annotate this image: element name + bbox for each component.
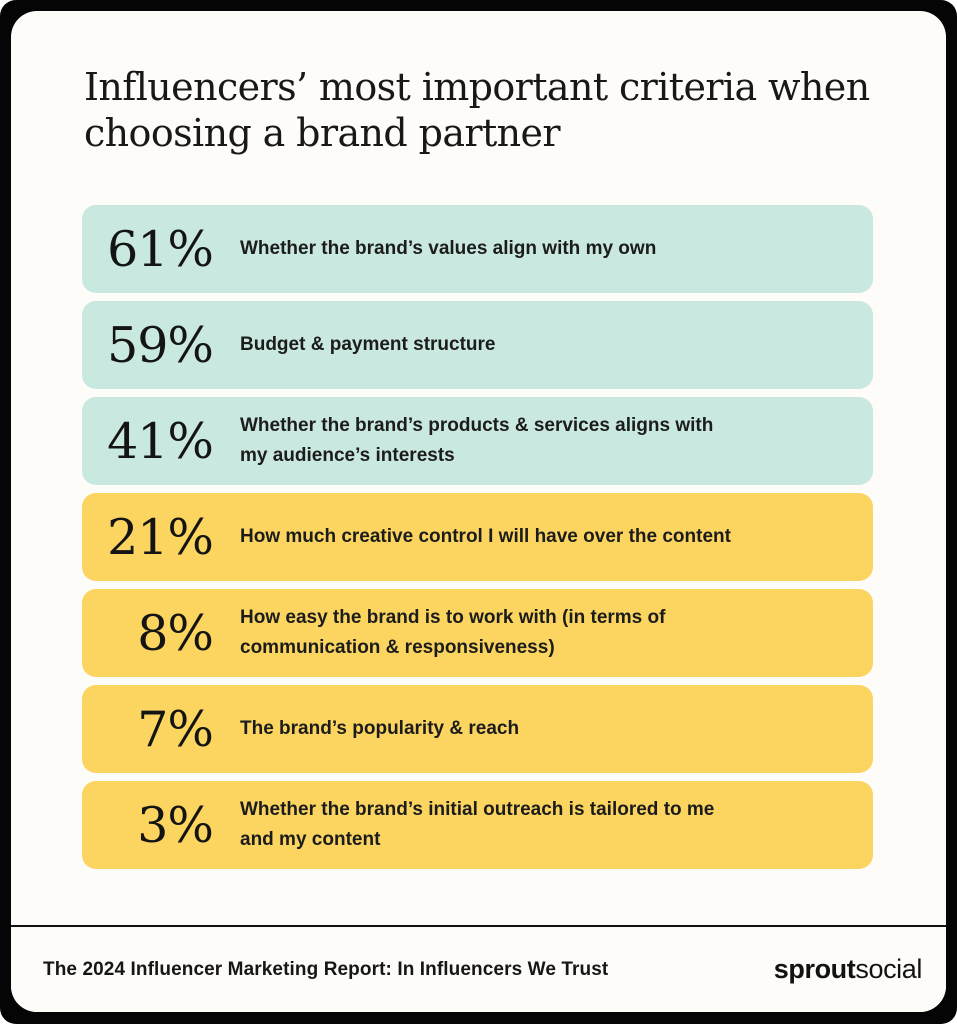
criteria-label: Whether the brand’s values align with my… xyxy=(240,238,657,259)
criteria-list: 61% Whether the brand’s values align wit… xyxy=(82,205,873,877)
percentage-value: 59% xyxy=(107,316,214,374)
footer: The 2024 Influencer Marketing Report: In… xyxy=(11,925,946,1012)
logo-text-sprout: sprout xyxy=(773,954,856,984)
percentage-value: 61% xyxy=(107,220,214,278)
criteria-label: Whether the brand’s initial outreach is … xyxy=(240,799,715,850)
criteria-row: 61% Whether the brand’s values align wit… xyxy=(82,205,873,293)
percentage-value: 21% xyxy=(107,508,214,566)
logo-text-social: social xyxy=(855,954,922,984)
criteria-label: How easy the brand is to work with (in t… xyxy=(240,607,666,658)
criteria-row: 7% The brand’s popularity & reach xyxy=(82,685,873,773)
criteria-row: 8% How easy the brand is to work with (i… xyxy=(82,589,873,677)
criteria-row: 41% Whether the brand’s products & servi… xyxy=(82,397,873,485)
percentage-value: 41% xyxy=(107,412,214,470)
sproutsocial-logo: sprout social xyxy=(773,954,923,985)
criteria-row: 3% Whether the brand’s initial outreach … xyxy=(82,781,873,869)
criteria-label: How much creative control I will have ov… xyxy=(240,526,731,547)
criteria-label: Whether the brand’s products & services … xyxy=(240,415,714,466)
percentage-value: 3% xyxy=(137,796,214,854)
criteria-row: 21% How much creative control I will hav… xyxy=(82,493,873,581)
infographic-card: Influencers’ most important criteria whe… xyxy=(11,11,946,1012)
percentage-value: 7% xyxy=(137,700,214,758)
page-title: Influencers’ most important criteria whe… xyxy=(84,65,870,155)
criteria-label: The brand’s popularity & reach xyxy=(240,718,520,739)
criteria-row: 59% Budget & payment structure xyxy=(82,301,873,389)
criteria-label: Budget & payment structure xyxy=(240,334,496,355)
percentage-value: 8% xyxy=(137,604,214,662)
source-citation: The 2024 Influencer Marketing Report: In… xyxy=(43,958,609,980)
